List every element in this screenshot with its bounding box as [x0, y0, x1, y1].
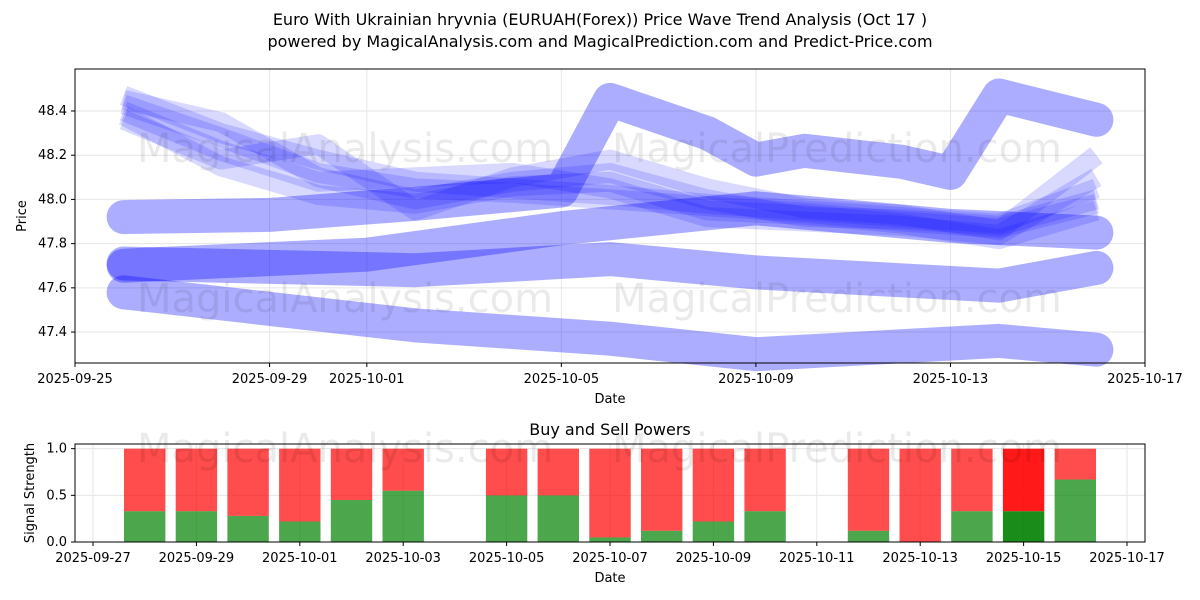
powers-x-tick-label: 2025-10-15	[986, 551, 1062, 566]
watermark-analysis-top: MagicalAnalysis.com	[137, 126, 553, 172]
powers-x-tick-label: 2025-10-11	[779, 551, 855, 566]
watermark-prediction-bottom: MagicalPrediction.com	[612, 426, 1062, 472]
price-y-tick-label: 47.4	[38, 325, 67, 340]
price-x-tick-label: 2025-09-25	[37, 372, 113, 387]
price-wave-wave-8	[106, 191, 1114, 283]
price-y-tick-label: 48.4	[38, 104, 67, 119]
powers-y-ticks: 0.0 0.5 1.0	[46, 442, 75, 550]
powers-x-tick-label: 2025-09-29	[159, 551, 235, 566]
sell-bar-2025-09-30	[227, 448, 269, 516]
powers-x-label: Date	[594, 571, 625, 586]
sell-bar-2025-10-16	[1054, 448, 1096, 480]
powers-x-tick-label: 2025-09-27	[55, 551, 131, 566]
sell-bar-2025-10-05	[485, 448, 528, 496]
buy-bar-2025-10-16	[1054, 479, 1096, 542]
price-y-ticks: 47.4 47.6 47.8 48.0 48.2 48.4	[38, 104, 75, 340]
price-wave-wave-3	[119, 101, 1102, 245]
sell-bar-2025-10-08	[641, 448, 683, 531]
sell-bar-2025-09-28	[124, 448, 166, 512]
buy-bar-2025-10-12	[847, 530, 890, 542]
powers-bars	[124, 448, 1096, 542]
price-x-tick-label: 2025-10-01	[329, 372, 405, 387]
watermark-analysis-mid: MagicalAnalysis.com	[137, 276, 553, 322]
powers-x-tick-label: 2025-10-03	[365, 551, 441, 566]
sell-bar-2025-10-07	[589, 448, 631, 538]
price-waves	[106, 78, 1114, 372]
powers-title: Buy and Sell Powers	[529, 420, 691, 439]
sell-bar-2025-10-06	[537, 448, 579, 496]
price-wave-wave-5	[121, 90, 1100, 236]
buy-bar-2025-10-09	[692, 521, 735, 542]
price-wave-wave-1	[119, 86, 1100, 234]
powers-x-tick-label: 2025-10-17	[1089, 551, 1165, 566]
watermark-analysis-bottom: MagicalAnalysis.com	[137, 426, 553, 472]
buy-bar-2025-10-02	[330, 500, 373, 542]
price-wave-wave-9	[106, 242, 1114, 303]
powers-watermarks: MagicalAnalysis.com MagicalPrediction.co…	[137, 426, 1062, 472]
buy-bar-2025-09-28	[124, 511, 166, 542]
price-x-tick-label: 2025-10-05	[524, 372, 600, 387]
sell-bar-2025-10-10	[744, 448, 786, 512]
sell-bar-2025-10-14	[951, 448, 993, 512]
sell-bar-2025-10-15	[1002, 448, 1045, 512]
price-wave-wave-10	[106, 275, 1114, 372]
price-x-label: Date	[594, 392, 625, 407]
powers-y-tick-label: 1.0	[46, 442, 67, 457]
sell-bar-2025-09-29	[175, 448, 218, 512]
price-y-tick-label: 48.2	[38, 148, 67, 163]
buy-bar-2025-10-03	[382, 490, 424, 542]
sell-bar-2025-10-02	[330, 448, 373, 500]
sell-bar-2025-10-09	[692, 448, 735, 522]
price-x-ticks: 2025-09-25 2025-09-29 2025-10-01 2025-10-05…	[37, 363, 1183, 387]
price-watermarks: MagicalAnalysis.com MagicalPrediction.co…	[137, 126, 1062, 322]
price-x-tick-label: 2025-10-17	[1107, 372, 1183, 387]
chart-title-line1: Euro With Ukrainian hryvnia (EURUAH(Fore…	[273, 10, 927, 29]
buy-bar-2025-10-10	[744, 511, 786, 542]
powers-x-tick-label: 2025-10-01	[262, 551, 338, 566]
price-y-label: Price	[15, 200, 30, 232]
sell-bar-2025-10-13	[899, 448, 941, 542]
buy-bar-2025-10-15	[1002, 511, 1045, 542]
price-wave-wave-4	[119, 110, 1103, 241]
powers-x-tick-label: 2025-10-13	[882, 551, 958, 566]
sell-bar-2025-10-12	[847, 448, 890, 531]
powers-x-tick-label: 2025-10-07	[572, 551, 648, 566]
watermark-prediction-top: MagicalPrediction.com	[612, 126, 1062, 172]
buy-bar-2025-09-29	[175, 511, 218, 542]
price-plot-frame	[74, 68, 1146, 364]
powers-y-label: Signal Strength	[23, 443, 38, 543]
powers-x-tick-label: 2025-10-09	[676, 551, 752, 566]
chart-title-line2: powered by MagicalAnalysis.com and Magic…	[267, 32, 932, 51]
buy-bar-2025-10-06	[537, 495, 579, 542]
price-x-tick-label: 2025-10-13	[913, 372, 989, 387]
price-grid	[74, 69, 1146, 363]
price-wave-wave-2	[120, 94, 1099, 239]
price-y-tick-label: 48.0	[38, 192, 67, 207]
sell-bar-2025-10-01	[279, 448, 321, 522]
buy-bar-2025-10-01	[279, 521, 321, 542]
price-x-tick-label: 2025-10-09	[718, 372, 794, 387]
price-x-tick-label: 2025-09-29	[232, 372, 308, 387]
buy-bar-2025-10-14	[951, 511, 993, 542]
powers-x-tick-label: 2025-10-05	[469, 551, 545, 566]
price-y-tick-label: 47.6	[38, 281, 67, 296]
sell-bar-2025-10-03	[382, 448, 424, 491]
buy-bar-2025-10-07	[589, 537, 631, 542]
powers-y-tick-label: 0.0	[46, 535, 67, 550]
watermark-prediction-mid: MagicalPrediction.com	[612, 276, 1062, 322]
price-y-tick-label: 47.8	[38, 237, 67, 252]
price-wave-wave-7	[106, 78, 1114, 235]
buy-bar-2025-10-05	[485, 495, 528, 542]
buy-bar-2025-09-30	[227, 515, 269, 542]
buy-bar-2025-10-08	[641, 530, 683, 542]
price-wave-wave-6	[118, 106, 1100, 250]
powers-x-ticks: 2025-09-27 2025-09-29 2025-10-01 2025-10-03…	[55, 542, 1165, 566]
powers-y-tick-label: 0.5	[46, 488, 67, 503]
